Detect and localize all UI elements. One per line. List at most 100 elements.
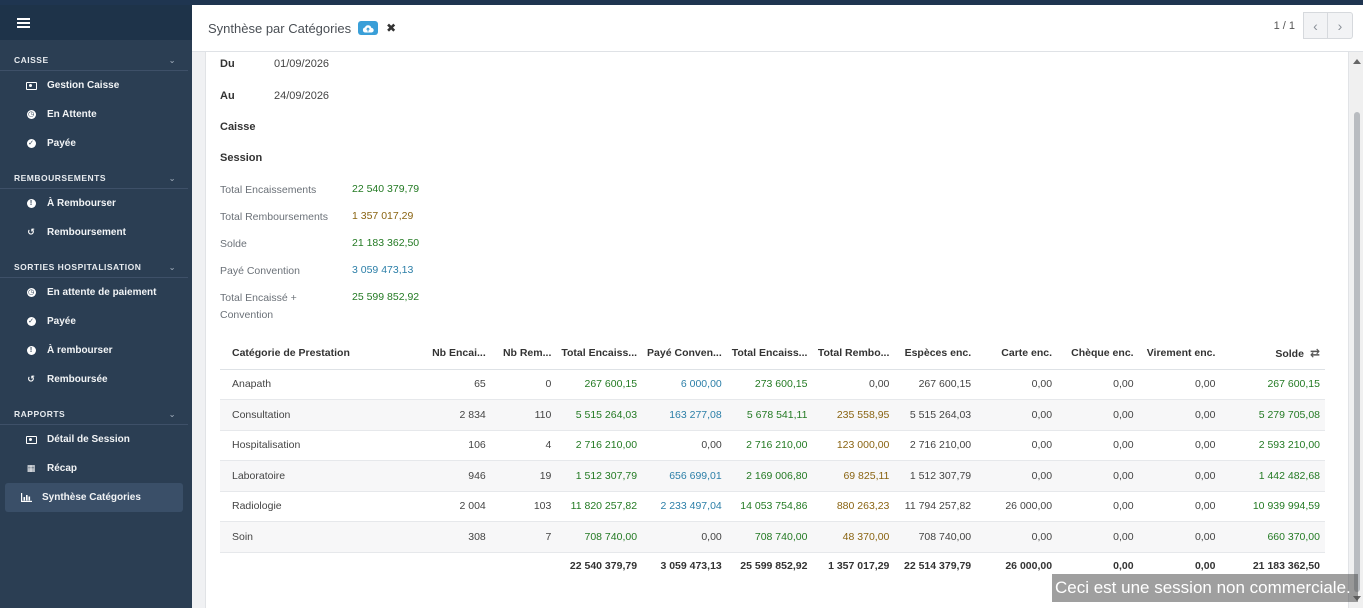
value-cell: 1 512 307,79 xyxy=(556,460,643,492)
sidebar-item-label: À rembourser xyxy=(47,345,113,356)
scroll-up-icon[interactable] xyxy=(1353,59,1361,64)
column-header[interactable]: Espèces enc. xyxy=(894,338,977,370)
total-cell: 3 059 473,13 xyxy=(660,560,722,573)
column-header[interactable]: Total Encaiss... xyxy=(556,338,643,370)
value-cell: 1 442 482,68 xyxy=(1220,460,1325,492)
column-header[interactable]: Total Rembo... xyxy=(812,338,895,370)
sidebar-item-a-rembourser-sortie[interactable]: ! À rembourser xyxy=(5,336,183,365)
value-cell: 2 169 006,80 xyxy=(726,460,813,492)
money-icon xyxy=(25,80,37,92)
sidebar-item-a-rembourser[interactable]: ! À Rembourser xyxy=(5,189,183,218)
section-title: SORTIES HOSPITALISATION xyxy=(14,262,142,272)
total-cell: 0,00 xyxy=(1113,560,1134,573)
total-cell: 22 514 379,79 xyxy=(903,560,972,573)
value-cell: 2 233 497,04 xyxy=(642,491,727,522)
sidebar-item-synthese-categories[interactable]: Synthèse Catégories xyxy=(5,483,183,512)
filter-du-label: Du xyxy=(220,58,235,70)
section-header-caisse[interactable]: CAISSE ⌄ xyxy=(0,48,188,71)
cloud-upload-icon[interactable] xyxy=(358,21,379,35)
value-cell: 0,00 xyxy=(1138,460,1221,492)
sidebar-item-label: Payée xyxy=(47,138,76,149)
sidebar-item-label: À Rembourser xyxy=(47,198,116,209)
total-cell: 26 000,00 xyxy=(1005,560,1053,573)
section-title: RAPPORTS xyxy=(14,409,66,419)
category-cell: Anapath xyxy=(220,369,413,400)
value-cell: 0,00 xyxy=(1138,369,1221,400)
table-row[interactable]: Soin 308 7 708 740,00 0,00 708 740,00 48 370,0… xyxy=(220,521,1325,553)
value-cell: 2 004 xyxy=(412,491,491,522)
check-circle-icon: ✓ xyxy=(26,139,36,148)
sidebar-item-payee-sortie[interactable]: ✓ Payée xyxy=(5,307,183,336)
column-header[interactable]: Virement enc. xyxy=(1138,338,1221,370)
label-line-1: Total Encaissé + xyxy=(220,292,297,304)
column-header-label: Solde xyxy=(1275,348,1304,361)
section-header-remboursements[interactable]: REMBOURSEMENTS ⌄ xyxy=(0,166,188,189)
sidebar-item-en-attente-paiement[interactable]: ◷ En attente de paiement xyxy=(5,278,183,307)
scroll-thumb[interactable] xyxy=(1354,112,1360,592)
filter-au-label: Au xyxy=(220,90,235,102)
scrollbar[interactable] xyxy=(1350,52,1363,608)
column-header[interactable]: Nb Rem... xyxy=(490,338,557,370)
clock-icon: ◷ xyxy=(26,110,36,119)
value-cell: 2 834 xyxy=(412,399,491,431)
sidebar-item-label: Remboursée xyxy=(47,374,108,385)
section-sorties-hospitalisation: SORTIES HOSPITALISATION ⌄ ◷ En attente de … xyxy=(0,255,192,394)
table-totals-row: 22 540 379,79 3 059 473,13 25 599 852,92 1 … xyxy=(220,552,1325,580)
paye-convention-label: Payé Convention xyxy=(220,265,300,277)
table-row[interactable]: Hospitalisation 106 4 2 716 210,00 0,00 2 716… xyxy=(220,430,1325,461)
undo-icon: ↺ xyxy=(27,227,35,237)
value-cell: 660 370,00 xyxy=(1220,521,1325,553)
solde-label: Solde xyxy=(220,238,247,250)
close-icon[interactable]: ✖ xyxy=(386,21,397,35)
table-row[interactable]: Consultation 2 834 110 5 515 264,03 163 277,… xyxy=(220,399,1325,431)
value-cell: 48 370,00 xyxy=(812,521,895,553)
pager-next-button[interactable]: › xyxy=(1328,12,1353,39)
column-header[interactable]: Catégorie de Prestation xyxy=(220,338,413,370)
column-header[interactable]: Payé Conven... xyxy=(642,338,727,370)
pager-previous-button[interactable]: ‹ xyxy=(1303,12,1328,39)
total-cell xyxy=(220,552,413,580)
sidebar-item-recap[interactable]: ▦ Récap xyxy=(5,454,183,483)
hamburger-menu-icon[interactable] xyxy=(17,17,30,28)
sidebar-item-en-attente[interactable]: ◷ En Attente xyxy=(5,100,183,129)
column-header[interactable]: Carte enc. xyxy=(976,338,1058,370)
value-cell: 123 000,00 xyxy=(812,430,895,461)
sidebar-item-gestion-caisse[interactable]: Gestion Caisse xyxy=(5,71,183,100)
column-settings-icon[interactable]: ⇄ xyxy=(1309,346,1320,361)
sidebar-item-remboursement[interactable]: ↺ Remboursement xyxy=(5,218,183,247)
money-icon xyxy=(25,434,37,446)
section-header-rapports[interactable]: RAPPORTS ⌄ xyxy=(0,402,188,425)
value-cell: 26 000,00 xyxy=(976,491,1058,522)
column-header[interactable]: Total Encaiss... xyxy=(726,338,813,370)
chevron-down-icon: ⌄ xyxy=(168,409,176,419)
pager-count: 1 / 1 xyxy=(1273,19,1295,32)
filter-du-value: 01/09/2026 xyxy=(274,58,330,70)
page-title: Synthèse par Catégories xyxy=(208,20,352,36)
value-cell: 0,00 xyxy=(812,369,895,400)
table-row[interactable]: Anapath 65 0 267 600,15 6 000,00 273 600,15 0,… xyxy=(220,369,1325,400)
value-cell: 5 515 264,03 xyxy=(894,399,977,431)
sidebar-item-payee[interactable]: ✓ Payée xyxy=(5,129,183,158)
total-cell: 22 540 379,79 xyxy=(569,560,638,573)
total-cell: 21 183 362,50 xyxy=(1252,560,1320,573)
filter-session: Session xyxy=(220,152,274,164)
total-cell: 0,00 xyxy=(1194,560,1216,573)
table-row[interactable]: Laboratoire 946 19 1 512 307,79 656 699,01 2 … xyxy=(220,460,1325,492)
value-cell: 2 716 210,00 xyxy=(556,430,643,461)
column-header-solde[interactable]: Solde ⇄ xyxy=(1220,338,1325,370)
section-title: CAISSE xyxy=(14,55,49,65)
sidebar-item-detail-session[interactable]: Détail de Session xyxy=(5,425,183,454)
value-cell: 10 939 994,59 xyxy=(1220,491,1325,522)
category-cell: Consultation xyxy=(220,399,413,431)
column-header[interactable]: Nb Encai... xyxy=(412,338,491,370)
total-encaissements-value: 22 540 379,79 xyxy=(352,183,420,195)
sidebar-top xyxy=(0,0,192,40)
value-cell: 0,00 xyxy=(976,399,1058,431)
total-cell: 1 357 017,29 xyxy=(828,560,890,573)
undo-icon: ↺ xyxy=(27,374,35,384)
table-row[interactable]: Radiologie 2 004 103 11 820 257,82 2 233 497… xyxy=(220,491,1325,522)
column-header[interactable]: Chèque enc. xyxy=(1057,338,1139,370)
sidebar-item-remboursee[interactable]: ↺ Remboursée xyxy=(5,365,183,394)
value-cell: 0,00 xyxy=(1138,399,1221,431)
section-header-sorties[interactable]: SORTIES HOSPITALISATION ⌄ xyxy=(0,255,188,278)
